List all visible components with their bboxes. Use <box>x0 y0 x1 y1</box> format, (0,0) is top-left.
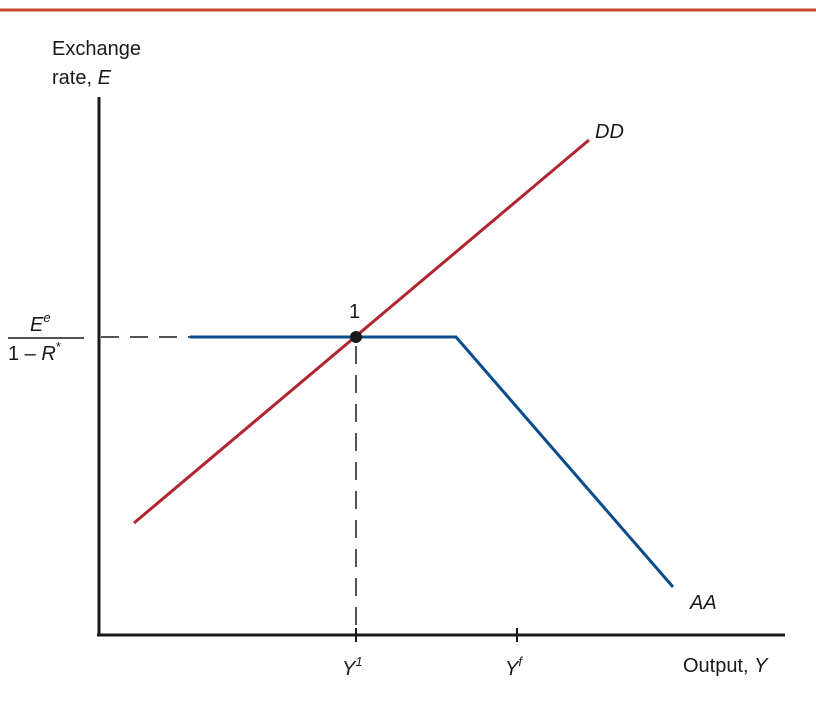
equilibrium-label: 1 <box>349 301 360 323</box>
dd-curve <box>133 138 590 525</box>
y-level-numerator: Ee <box>30 310 51 336</box>
y-level-denominator: 1 – R* <box>8 339 61 365</box>
dd-curve-label: DD <box>595 121 624 143</box>
equilibrium-point <box>350 331 362 343</box>
aa-curve <box>190 335 675 588</box>
x-tick-label-yf: Yf <box>505 654 523 680</box>
x-axis-label: Output, Y <box>683 655 769 677</box>
x-tick-label-y1: Y1 <box>342 654 363 680</box>
aa-curve-label: AA <box>689 592 717 614</box>
y-axis-label-line1: Exchange <box>52 38 141 60</box>
y-axis-label-line2: rate, E <box>52 67 112 89</box>
